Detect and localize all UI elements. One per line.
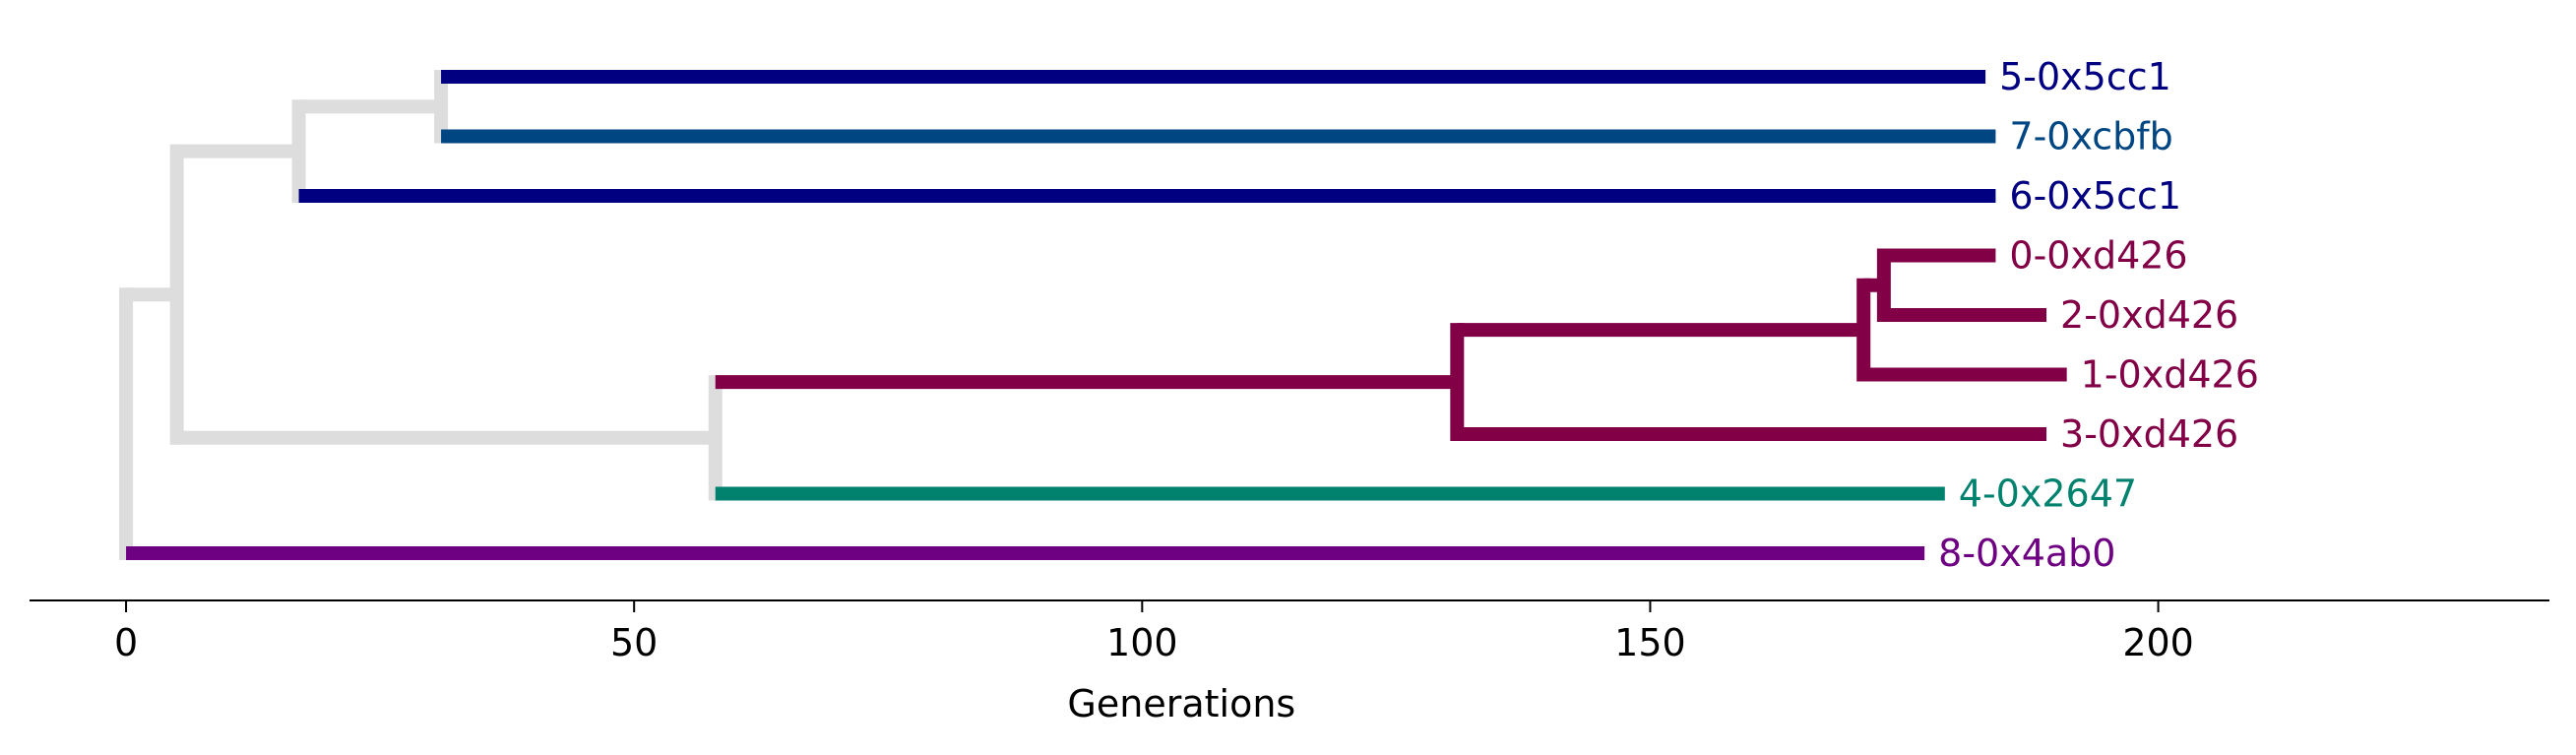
tree-layer — [119, 70, 2067, 560]
x-axis: 0 50 100 150 200 Generations — [30, 599, 2549, 725]
leaf-label-2: 2-0xd426 — [2060, 293, 2238, 337]
x-axis-title: Generations — [1067, 682, 1295, 725]
leaf-label-5: 5-0x5cc1 — [1999, 55, 2171, 98]
x-tick-label-100: 100 — [1106, 621, 1178, 664]
x-tick-label-50: 50 — [610, 621, 658, 664]
leaf-labels-layer: 5-0x5cc1 7-0xcbfb 6-0x5cc1 0-0xd426 2-0xd426… — [1938, 55, 2259, 575]
x-tick-label-150: 150 — [1614, 621, 1686, 664]
x-tick-label-0: 0 — [114, 621, 138, 664]
leaf-label-4: 4-0x2647 — [1959, 472, 2137, 516]
leaf-label-1: 1-0xd426 — [2081, 353, 2259, 397]
leaf-label-6: 6-0x5cc1 — [2009, 174, 2181, 218]
x-tick-label-200: 200 — [2122, 621, 2194, 664]
leaf-label-0: 0-0xd426 — [2009, 234, 2187, 278]
leaf-label-3: 3-0xd426 — [2060, 412, 2238, 456]
leaf-label-7: 7-0xcbfb — [2009, 115, 2172, 158]
leaf-label-8: 8-0x4ab0 — [1938, 532, 2115, 575]
x-axis-ticks: 0 50 100 150 200 — [114, 600, 2194, 664]
